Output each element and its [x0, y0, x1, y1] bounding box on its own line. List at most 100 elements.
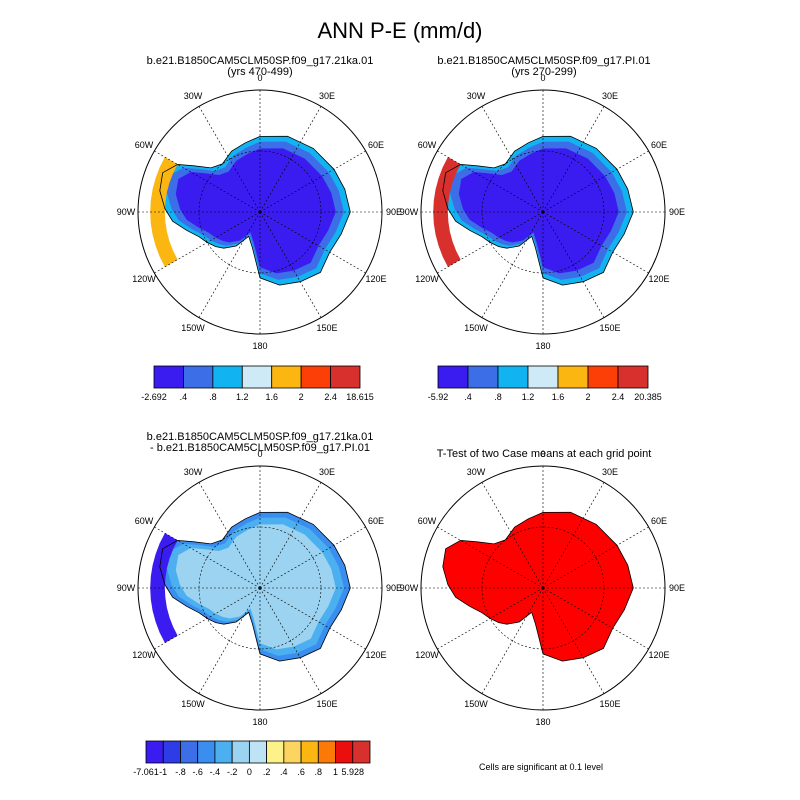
longitude-label: 30E	[602, 467, 618, 477]
colorbars: -2.692.4.8 1.2 1.6 2 2.4 18.615 -5.92.4.8 1.2 1.…	[133, 365, 662, 777]
longitude-label: 90W	[117, 583, 136, 593]
longitude-label: 90W	[400, 583, 419, 593]
colorbar-label: 2	[585, 392, 590, 402]
colorbar-label: 20.385	[634, 392, 662, 402]
map-boundary	[137, 465, 383, 711]
map-panel-2: 0 30E 60E 90E 120E 150E 180 150W 120W 90W 60W 30W	[400, 73, 685, 351]
colorbar-label: .4	[180, 392, 188, 402]
longitude-label: 120W	[415, 274, 439, 284]
meridian-line	[481, 587, 544, 694]
longitude-label: 60W	[135, 516, 154, 526]
colorbar-swatch	[162, 740, 181, 764]
map-panel-1: 0 30E 60E 90E 120E 150E 180 150W 120W 90W 60W 30W	[117, 73, 402, 351]
colorbar-swatch	[241, 365, 273, 389]
longitude-label: 30W	[184, 467, 203, 477]
longitude-label: 30W	[467, 467, 486, 477]
colorbar-swatch	[317, 740, 336, 764]
meridian-line	[154, 587, 261, 650]
figure-title: ANN P-E (mm/d)	[318, 18, 483, 43]
longitude-label: 150E	[599, 699, 620, 709]
colorbar-label: 5.928	[342, 767, 365, 777]
longitude-label: 0	[540, 73, 545, 83]
meridian-line	[542, 482, 605, 589]
longitude-label: 120W	[132, 650, 156, 660]
longitude-label: 30E	[602, 91, 618, 101]
latitude-circle	[198, 150, 322, 274]
meridian-line	[481, 211, 544, 318]
colorbar-swatch	[352, 740, 371, 764]
longitude-label: 60E	[651, 140, 667, 150]
colorbar-swatch	[437, 365, 469, 389]
colorbar-label: 2	[299, 392, 304, 402]
longitude-label: 180	[535, 341, 550, 351]
panel-3-title-line2: - b.e21.B1850CAM5CLM50SP.f09_g17.PI.01	[150, 442, 370, 454]
interior-region	[458, 148, 619, 274]
colorbar-panel-1: -2.692 .4 .8 1.2 1.6 2 2.4 18.615	[141, 365, 374, 402]
map-panels: 0 30E 60E 90E 120E 150E 180 150W 120W 90W 60W 30W 0 3…	[117, 73, 685, 727]
meridian-line	[542, 211, 649, 274]
meridian-line	[198, 587, 261, 694]
panel-3-title-line1: b.e21.B1850CAM5CLM50SP.f09_g17.21ka.01	[147, 431, 374, 443]
colorbar-swatch	[617, 365, 649, 389]
colorbar-swatch	[527, 365, 559, 389]
colorbar-swatch	[183, 365, 214, 389]
longitude-label: 120W	[415, 650, 439, 660]
colorbar-panel-2: -5.92 .4 .8 1.2 1.6 2 2.4 20.385	[428, 365, 662, 402]
colorbar-label: .8	[315, 767, 323, 777]
colorbar-swatch	[557, 365, 589, 389]
map-boundary	[137, 89, 383, 335]
meridian-line	[198, 211, 261, 318]
meridian-line	[259, 587, 322, 694]
meridian-line	[259, 150, 366, 213]
panel-1-title-line2: (yrs 470-499)	[227, 66, 292, 78]
longitude-label: 150E	[316, 699, 337, 709]
longitude-label: 0	[540, 449, 545, 459]
meridian-line	[259, 211, 322, 318]
meridian-line	[542, 587, 605, 694]
meridian-line	[198, 482, 261, 589]
colorbar-label: 1.2	[236, 392, 249, 402]
meridian-line	[481, 482, 544, 589]
meridian-line	[542, 526, 649, 589]
longitude-label: 60E	[651, 516, 667, 526]
meridian-line	[437, 150, 544, 213]
colorbar-label: -2.692	[141, 392, 167, 402]
longitude-label: 120W	[132, 274, 156, 284]
colorbar-label: .6	[297, 767, 305, 777]
colorbar-swatch	[330, 365, 361, 389]
panel-2-title-line2: (yrs 270-299)	[511, 66, 576, 78]
meridian-line	[154, 150, 261, 213]
latitude-circle	[481, 150, 605, 274]
colorbar-label: -7.061	[133, 767, 159, 777]
longitude-label: 60E	[368, 516, 384, 526]
colorbar-label: 1.6	[552, 392, 565, 402]
colorbar-swatch	[335, 740, 354, 764]
meridian-line	[542, 587, 649, 650]
colorbar-label: .2	[263, 767, 271, 777]
longitude-label: 150W	[181, 699, 205, 709]
colorbar-label: -.4	[210, 767, 221, 777]
colorbar-swatch	[283, 740, 302, 764]
colorbar-swatch	[212, 365, 243, 389]
colorbar-label: -.2	[227, 767, 238, 777]
meridian-line	[259, 106, 322, 213]
interior-region	[175, 148, 336, 274]
colorbar-swatch	[248, 740, 268, 764]
coastline	[159, 511, 351, 662]
meridian-line	[198, 106, 261, 213]
meridian-line	[154, 526, 261, 589]
longitude-label: 60W	[135, 140, 154, 150]
map-panel-4: 0 30E 60E 90E 120E 150E 180 150W 120W 90W 60W 30W	[400, 449, 685, 727]
colorbar-label: .4	[280, 767, 288, 777]
longitude-label: 0	[257, 73, 262, 83]
longitude-label: 120E	[365, 274, 386, 284]
longitude-label: 150E	[599, 323, 620, 333]
longitude-label: 150W	[181, 323, 205, 333]
colorbar-label: 18.615	[346, 392, 374, 402]
longitude-label: 120E	[648, 650, 669, 660]
meridian-line	[437, 587, 544, 650]
significance-footnote: Cells are significant at 0.1 level	[479, 762, 603, 772]
colorbar-swatch	[180, 740, 199, 764]
longitude-label: 60W	[418, 516, 437, 526]
